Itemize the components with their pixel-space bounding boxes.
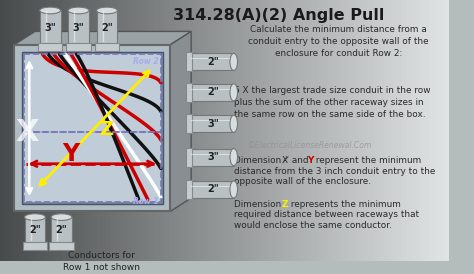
Text: Y: Y xyxy=(63,142,80,166)
Text: 3": 3" xyxy=(73,23,84,33)
Text: Z: Z xyxy=(282,200,288,209)
FancyBboxPatch shape xyxy=(66,43,91,52)
Text: Z: Z xyxy=(99,120,113,139)
Text: Y: Y xyxy=(308,156,314,165)
Text: distance from the 3 inch conduit entry to the: distance from the 3 inch conduit entry t… xyxy=(234,167,435,176)
FancyBboxPatch shape xyxy=(95,43,119,52)
Ellipse shape xyxy=(230,181,237,198)
Ellipse shape xyxy=(230,84,237,101)
FancyBboxPatch shape xyxy=(51,217,72,248)
Text: Row 1: Row 1 xyxy=(133,197,159,206)
Polygon shape xyxy=(170,32,191,211)
Text: 3": 3" xyxy=(207,152,219,162)
Text: X̸: X̸ xyxy=(282,156,288,165)
Ellipse shape xyxy=(97,7,118,14)
Text: required distance between raceways that: required distance between raceways that xyxy=(234,210,419,219)
FancyBboxPatch shape xyxy=(40,10,61,48)
Ellipse shape xyxy=(51,214,72,220)
FancyBboxPatch shape xyxy=(186,180,192,199)
Text: X: X xyxy=(16,118,39,147)
Ellipse shape xyxy=(25,214,46,220)
FancyBboxPatch shape xyxy=(14,45,170,211)
FancyBboxPatch shape xyxy=(23,242,47,250)
Text: would enclose the same conductor.: would enclose the same conductor. xyxy=(234,221,392,230)
Ellipse shape xyxy=(230,115,237,132)
Text: 2": 2" xyxy=(101,23,113,33)
FancyBboxPatch shape xyxy=(189,149,234,166)
FancyBboxPatch shape xyxy=(186,114,192,133)
Ellipse shape xyxy=(40,7,61,14)
Text: 3": 3" xyxy=(207,119,219,129)
Text: represent the minimum: represent the minimum xyxy=(313,156,421,165)
Text: 314.28(A)(2) Angle Pull: 314.28(A)(2) Angle Pull xyxy=(173,8,385,23)
FancyBboxPatch shape xyxy=(186,83,192,102)
FancyBboxPatch shape xyxy=(186,52,192,72)
FancyBboxPatch shape xyxy=(189,53,234,70)
Text: Dimension: Dimension xyxy=(234,200,284,209)
Ellipse shape xyxy=(230,53,237,70)
Text: Calculate the minimum distance from a
conduit entry to the opposite wall of the
: Calculate the minimum distance from a co… xyxy=(248,25,429,58)
FancyBboxPatch shape xyxy=(189,181,234,198)
Text: 6 X the largest trade size conduit in the row
plus the sum of the other raceway : 6 X the largest trade size conduit in th… xyxy=(234,86,430,119)
FancyBboxPatch shape xyxy=(25,217,46,248)
FancyBboxPatch shape xyxy=(97,10,118,48)
Text: Dimension: Dimension xyxy=(234,156,284,165)
Text: and: and xyxy=(289,156,311,165)
Polygon shape xyxy=(14,32,191,45)
Text: ©ElectricalLicenseRenewal.Com: ©ElectricalLicenseRenewal.Com xyxy=(248,141,372,150)
Text: Row 2: Row 2 xyxy=(133,57,159,66)
Text: 2": 2" xyxy=(207,184,219,195)
Ellipse shape xyxy=(230,149,237,166)
FancyBboxPatch shape xyxy=(22,52,163,204)
Ellipse shape xyxy=(68,7,89,14)
FancyBboxPatch shape xyxy=(186,148,192,167)
Text: Conductors for
Row 1 not shown: Conductors for Row 1 not shown xyxy=(63,251,140,272)
FancyBboxPatch shape xyxy=(38,43,63,52)
FancyBboxPatch shape xyxy=(189,84,234,101)
FancyBboxPatch shape xyxy=(68,10,89,48)
Text: opposite wall of the enclosure.: opposite wall of the enclosure. xyxy=(234,177,371,186)
FancyBboxPatch shape xyxy=(24,54,161,202)
Text: represents the minimum: represents the minimum xyxy=(288,200,401,209)
FancyBboxPatch shape xyxy=(189,115,234,132)
Text: 2": 2" xyxy=(207,57,219,67)
Text: 2": 2" xyxy=(55,226,67,235)
Text: 2": 2" xyxy=(207,87,219,97)
FancyBboxPatch shape xyxy=(49,242,74,250)
Text: 3": 3" xyxy=(44,23,56,33)
Text: 2": 2" xyxy=(29,226,41,235)
